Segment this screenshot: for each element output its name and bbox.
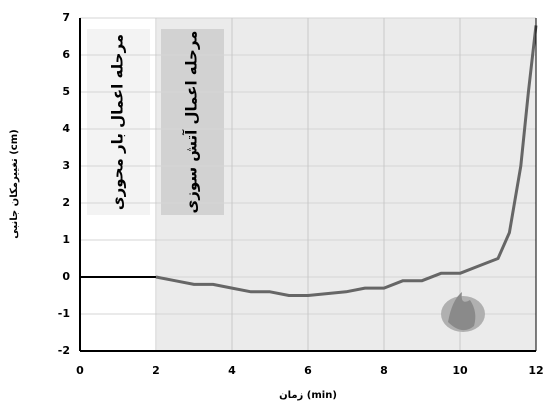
y-tick-label: 2 — [62, 196, 70, 209]
x-tick-label: 10 — [452, 364, 468, 377]
y-tick-label: -2 — [58, 344, 70, 357]
x-tick-label: 2 — [152, 364, 160, 377]
x-tick-label: 8 — [380, 364, 388, 377]
annotation: مرحله اعمال بار محوری — [109, 34, 127, 210]
y-tick-label: 0 — [62, 270, 70, 283]
y-tick-label: 3 — [62, 159, 70, 172]
y-tick-label: 1 — [62, 233, 70, 246]
y-tick-label: 4 — [62, 122, 70, 135]
chart: مرحله اعمال بار محوری مرحله اعمال آتش سو… — [0, 0, 544, 403]
x-tick-label: 12 — [528, 364, 543, 377]
x-tick-label: 6 — [304, 364, 312, 377]
x-tick-label: 0 — [76, 364, 84, 377]
x-axis-label: زمان (min) — [279, 390, 337, 401]
annotation: مرحله اعمال آتش سوزی — [183, 31, 201, 214]
y-tick-label: 5 — [62, 85, 70, 98]
y-tick-label: 7 — [62, 11, 70, 24]
y-tick-label: 6 — [62, 48, 70, 61]
y-tick-label: -1 — [58, 307, 70, 320]
x-tick-label: 4 — [228, 364, 236, 377]
y-axis-label: تغییرمکان جانبی (cm) — [9, 129, 20, 238]
